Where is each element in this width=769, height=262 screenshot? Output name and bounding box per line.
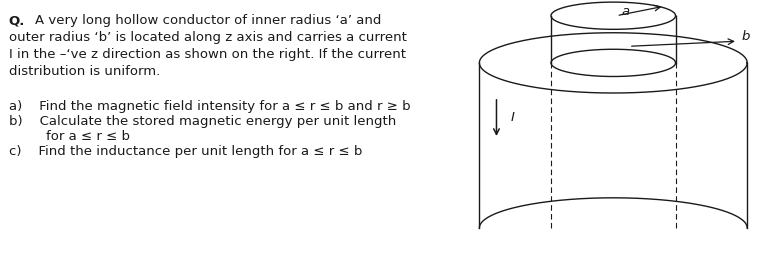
Text: a)    Find the magnetic field intensity for a ≤ r ≤ b and r ≥ b: a) Find the magnetic field intensity for…: [8, 100, 410, 113]
Text: b)    Calculate the stored magnetic energy per unit length: b) Calculate the stored magnetic energy …: [8, 115, 396, 128]
Text: I: I: [511, 111, 514, 124]
Text: outer radius ‘b’ is located along z axis and carries a current: outer radius ‘b’ is located along z axis…: [8, 31, 406, 44]
Text: for a ≤ r ≤ b: for a ≤ r ≤ b: [46, 130, 130, 143]
Text: distribution is uniform.: distribution is uniform.: [8, 65, 160, 78]
Text: a: a: [621, 5, 630, 18]
Text: Q.: Q.: [8, 14, 25, 27]
Text: b: b: [741, 30, 750, 43]
Text: A very long hollow conductor of inner radius ‘a’ and: A very long hollow conductor of inner ra…: [35, 14, 381, 27]
Text: I in the –‘ve z direction as shown on the right. If the current: I in the –‘ve z direction as shown on th…: [8, 48, 405, 61]
Text: c)    Find the inductance per unit length for a ≤ r ≤ b: c) Find the inductance per unit length f…: [8, 145, 362, 158]
